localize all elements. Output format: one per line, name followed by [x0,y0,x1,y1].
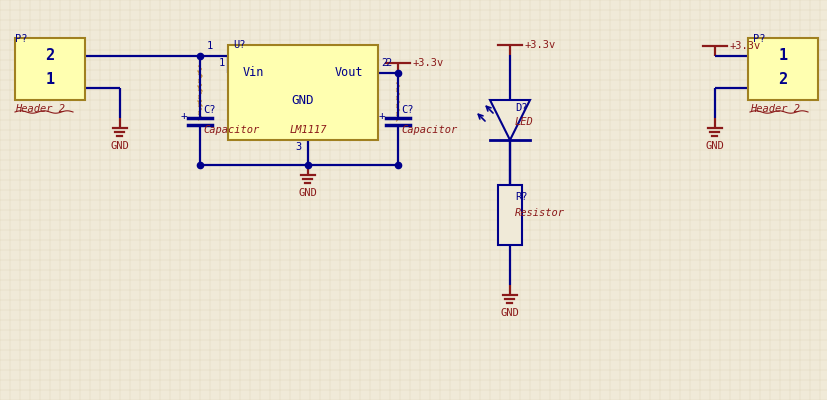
Bar [15,38,85,100]
Text: Resistor: Resistor [514,208,564,218]
Text: Vout: Vout [334,66,362,80]
Bar [497,185,521,245]
Text: 2: 2 [385,58,390,68]
Text: +3.3v: +3.3v [524,40,556,50]
Text: LED: LED [514,117,533,127]
Text: GND: GND [705,141,724,151]
Text: 1: 1 [218,58,225,68]
Text: Capacitor: Capacitor [203,125,259,135]
Text: 3: 3 [294,142,301,152]
Text: Header 2: Header 2 [15,104,65,114]
Text: R?: R? [514,192,527,202]
Text: 1: 1 [207,41,213,51]
Text: C?: C? [400,105,413,115]
Text: +: + [180,111,187,121]
Polygon shape [490,100,529,140]
Text: 1: 1 [45,72,55,86]
Text: 2: 2 [777,72,786,86]
Text: LM1117: LM1117 [289,125,327,135]
Bar [227,45,378,140]
Text: GND: GND [291,94,314,107]
Text: C?: C? [203,105,215,115]
Text: U?: U? [232,40,245,50]
Text: 1: 1 [777,48,786,64]
Text: +3.3v: +3.3v [413,58,444,68]
Text: +3.3v: +3.3v [729,41,760,51]
Text: D?: D? [514,103,527,113]
Bar [747,38,817,100]
Text: GND: GND [500,308,519,318]
Text: P?: P? [752,34,765,44]
Text: 2: 2 [380,58,387,68]
Text: +: + [378,111,385,121]
Text: Header 2: Header 2 [749,104,799,114]
Text: Capacitor: Capacitor [400,125,457,135]
Text: GND: GND [111,141,129,151]
Text: 2: 2 [45,48,55,64]
Text: Vin: Vin [242,66,264,80]
Text: P?: P? [15,34,27,44]
Text: GND: GND [299,188,317,198]
